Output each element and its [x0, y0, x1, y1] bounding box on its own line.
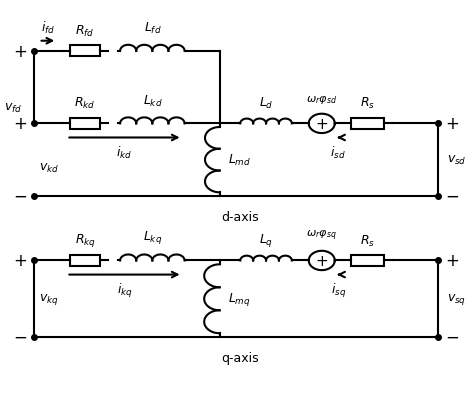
Text: $i_{fd}$: $i_{fd}$ — [41, 20, 55, 36]
Text: $i_{kd}$: $i_{kd}$ — [117, 144, 133, 160]
Text: −: − — [13, 328, 27, 346]
Text: $i_{sd}$: $i_{sd}$ — [330, 144, 346, 160]
Text: $L_{mq}$: $L_{mq}$ — [228, 290, 251, 307]
Text: $L_{kq}$: $L_{kq}$ — [143, 228, 162, 245]
Text: +: + — [445, 115, 459, 133]
Bar — [70, 255, 100, 266]
Text: $R_s$: $R_s$ — [360, 233, 375, 248]
Text: $i_{kq}$: $i_{kq}$ — [117, 281, 132, 299]
Text: $v_{kd}$: $v_{kd}$ — [38, 162, 59, 175]
Text: $v_{sd}$: $v_{sd}$ — [447, 154, 466, 167]
Text: d-axis: d-axis — [222, 211, 259, 224]
Text: −: − — [445, 328, 459, 346]
Text: +: + — [13, 115, 27, 133]
Text: −: − — [445, 188, 459, 205]
Text: $L_q$: $L_q$ — [259, 231, 273, 248]
Text: $\omega_r\varphi_{sd}$: $\omega_r\varphi_{sd}$ — [306, 94, 337, 106]
Text: $v_{kq}$: $v_{kq}$ — [38, 292, 58, 307]
Text: $R_{fd}$: $R_{fd}$ — [75, 24, 95, 39]
Bar — [351, 255, 384, 266]
Text: −: − — [13, 188, 27, 205]
Text: $L_{md}$: $L_{md}$ — [228, 153, 251, 168]
Text: +: + — [13, 252, 27, 270]
Text: +: + — [445, 252, 459, 270]
Text: $i_{sq}$: $i_{sq}$ — [330, 281, 346, 299]
Text: $R_{kd}$: $R_{kd}$ — [74, 96, 96, 111]
Text: $R_{kq}$: $R_{kq}$ — [74, 231, 96, 248]
Bar — [70, 118, 100, 130]
Text: $R_s$: $R_s$ — [360, 96, 375, 111]
Bar — [70, 46, 100, 57]
Text: $v_{fd}$: $v_{fd}$ — [4, 101, 22, 115]
Text: $L_{kd}$: $L_{kd}$ — [143, 94, 162, 109]
Text: +: + — [315, 117, 328, 132]
Text: $L_{fd}$: $L_{fd}$ — [144, 21, 161, 36]
Text: +: + — [315, 254, 328, 268]
Bar — [351, 118, 384, 130]
Text: $v_{sq}$: $v_{sq}$ — [447, 292, 466, 307]
Text: +: + — [13, 43, 27, 61]
Text: q-axis: q-axis — [222, 351, 259, 364]
Text: $L_d$: $L_d$ — [259, 96, 273, 111]
Text: $\omega_r\varphi_{sq}$: $\omega_r\varphi_{sq}$ — [306, 228, 337, 242]
